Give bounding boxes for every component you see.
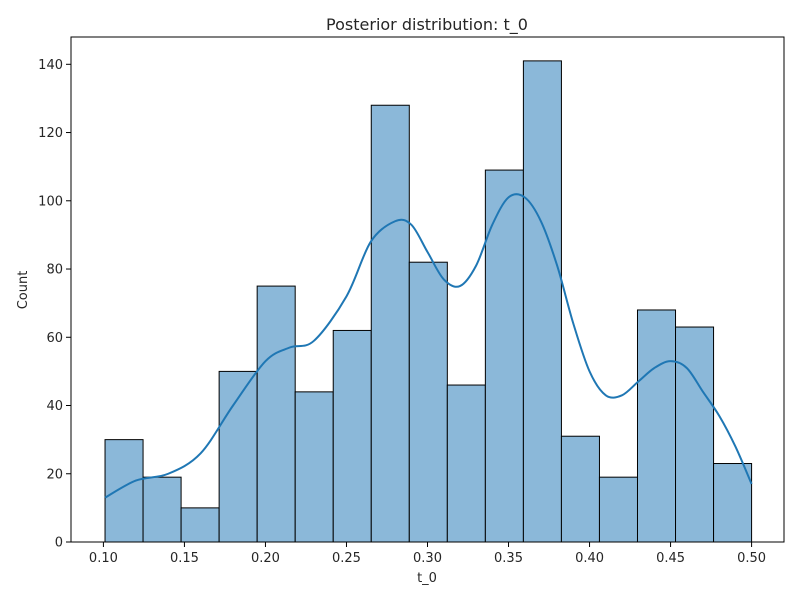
x-tick-label: 0.30 <box>413 551 442 566</box>
histogram-bar <box>446 384 486 543</box>
y-tick-label: 100 <box>38 194 63 209</box>
histogram-bar <box>332 329 372 543</box>
y-tick-label: 40 <box>46 399 63 414</box>
kde-curve <box>104 193 753 499</box>
histogram-bar <box>256 285 296 543</box>
histogram-bar <box>522 60 562 543</box>
histogram-bar <box>408 261 448 543</box>
histogram-bar <box>180 507 220 543</box>
y-tick-label: 20 <box>46 467 63 482</box>
y-axis-ticks: 0 20 40 60 80 100 120 140 <box>38 58 71 551</box>
y-tick-label: 60 <box>46 331 63 346</box>
histogram-bar <box>294 391 334 543</box>
chart-title: Posterior distribution: t_0 <box>326 15 528 35</box>
y-tick-label: 80 <box>46 263 63 278</box>
x-tick-label: 0.20 <box>251 551 280 566</box>
histogram-bars <box>104 60 753 543</box>
histogram-bar <box>560 435 600 543</box>
x-axis-ticks: 0.10 0.15 0.20 0.25 0.30 0.35 0.40 0.45 0.50 <box>89 542 766 566</box>
histogram-bar <box>104 439 144 543</box>
histogram-bar <box>142 476 182 543</box>
y-tick-label: 140 <box>38 58 63 73</box>
histogram-bar <box>370 104 410 543</box>
x-tick-label: 0.45 <box>656 551 685 566</box>
histogram-bar <box>675 326 715 543</box>
y-tick-label: 120 <box>38 126 63 141</box>
x-tick-label: 0.35 <box>494 551 523 566</box>
x-tick-label: 0.40 <box>575 551 604 566</box>
histogram-bar <box>598 476 638 543</box>
x-tick-label: 0.10 <box>89 551 118 566</box>
histogram-bar <box>636 309 677 543</box>
x-tick-label: 0.15 <box>170 551 199 566</box>
histogram-bar <box>713 463 753 543</box>
x-tick-label: 0.50 <box>737 551 766 566</box>
x-tick-label: 0.25 <box>332 551 361 566</box>
y-tick-label: 0 <box>55 536 63 551</box>
x-axis-label: t_0 <box>417 571 437 586</box>
y-axis-label: Count <box>16 271 31 310</box>
